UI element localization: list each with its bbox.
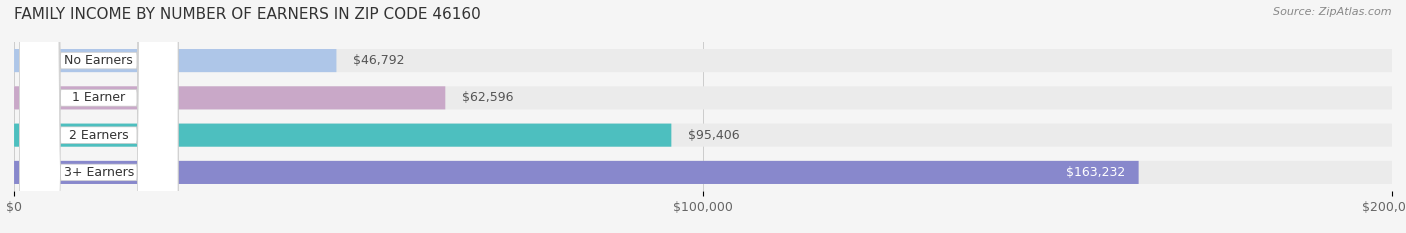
FancyBboxPatch shape — [14, 49, 1392, 72]
FancyBboxPatch shape — [14, 86, 446, 110]
Text: $163,232: $163,232 — [1066, 166, 1125, 179]
Text: Source: ZipAtlas.com: Source: ZipAtlas.com — [1274, 7, 1392, 17]
FancyBboxPatch shape — [14, 123, 1392, 147]
FancyBboxPatch shape — [14, 49, 336, 72]
Text: $62,596: $62,596 — [461, 91, 513, 104]
Text: $95,406: $95,406 — [688, 129, 740, 142]
FancyBboxPatch shape — [20, 0, 179, 233]
FancyBboxPatch shape — [14, 161, 1392, 184]
Text: 3+ Earners: 3+ Earners — [63, 166, 134, 179]
Text: 2 Earners: 2 Earners — [69, 129, 128, 142]
Text: FAMILY INCOME BY NUMBER OF EARNERS IN ZIP CODE 46160: FAMILY INCOME BY NUMBER OF EARNERS IN ZI… — [14, 7, 481, 22]
FancyBboxPatch shape — [20, 0, 179, 233]
FancyBboxPatch shape — [20, 0, 179, 233]
FancyBboxPatch shape — [14, 123, 671, 147]
FancyBboxPatch shape — [14, 86, 1392, 110]
Text: $46,792: $46,792 — [353, 54, 405, 67]
FancyBboxPatch shape — [20, 0, 179, 233]
FancyBboxPatch shape — [14, 161, 1139, 184]
Text: 1 Earner: 1 Earner — [72, 91, 125, 104]
Text: No Earners: No Earners — [65, 54, 134, 67]
